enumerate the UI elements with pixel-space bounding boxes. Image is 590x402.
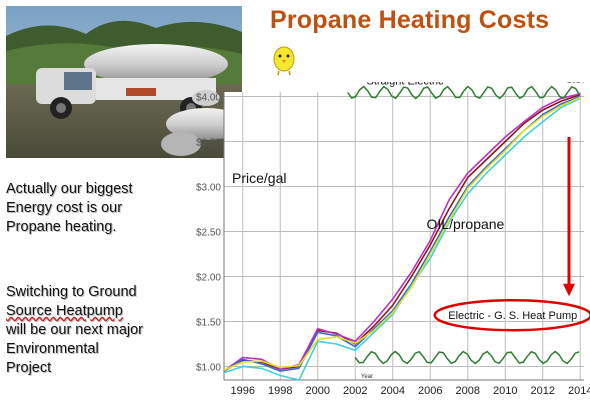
heat-pump-ellipse (433, 298, 590, 332)
x-tick-label: 2004 (381, 385, 405, 397)
heat-pump-line (354, 350, 580, 365)
y-tick-label: $2.50 (196, 228, 221, 239)
propane-truck-image (6, 6, 242, 158)
paragraph-heatpump: Switching to Ground Source Heatpump will… (6, 283, 186, 378)
x-tick-label: 2014 (568, 385, 590, 397)
propane-truck-photo (6, 6, 242, 158)
x-tick-label: 2002 (343, 385, 367, 397)
text-line: Source Heatpump (6, 302, 186, 321)
savings-arrow-head (563, 283, 575, 297)
text-line-underlined: Source Heatpump (6, 303, 123, 319)
straight-electric-label: Straight Electric (367, 82, 445, 88)
text-line: Environmental (6, 341, 99, 357)
y-tick-label: $3.00 (196, 183, 221, 194)
text-line: Switching to Ground (6, 284, 137, 300)
x-tick-label: 1998 (268, 385, 292, 397)
heat-pump-label: Electric - G. S. Heat Pump (448, 310, 577, 322)
oil-propane-label: OIL/propane (427, 216, 505, 232)
text-line: Project (6, 360, 52, 376)
x-tick-label: 2008 (456, 385, 480, 397)
x-tick-label: 2000 (306, 385, 330, 397)
x-tick-label: 2012 (531, 385, 555, 397)
plot-area (224, 92, 584, 380)
series-line-2 (223, 93, 581, 372)
price-per-gal-label: Price/gal (232, 170, 286, 186)
x-tick-label: 2010 (493, 385, 517, 397)
y-tick-label: $3.50 (196, 138, 221, 149)
y-tick-label: $2.00 (196, 273, 221, 284)
chick-icon (273, 46, 295, 76)
series-line-5 (223, 96, 581, 371)
x-tick-label: 1996 (231, 385, 255, 397)
y-tick-label: $1.50 (196, 318, 221, 329)
y-tick-label: $4.00 (196, 93, 221, 104)
year-small-label: Year (361, 374, 373, 380)
straight-electric-line (347, 85, 581, 100)
straight-electric-year-label: 2014 (567, 82, 585, 85)
text-line: Energy cost is our (6, 200, 123, 216)
text-line: Propane heating. (6, 219, 117, 235)
x-tick-label: 2006 (418, 385, 442, 397)
slide-title: Propane Heating Costs (270, 6, 550, 34)
text-line: will be our next major (6, 322, 143, 338)
text-line: Actually our biggest (6, 181, 133, 197)
paragraph-energy-cost: Actually our biggest Energy cost is our … (6, 180, 186, 237)
y-tick-label: $1.00 (196, 363, 221, 374)
propane-price-chart: $1.00 $1.50 $2.00 $2.50 $3.00 $3.50 $4.00 1996 1… (196, 82, 590, 397)
